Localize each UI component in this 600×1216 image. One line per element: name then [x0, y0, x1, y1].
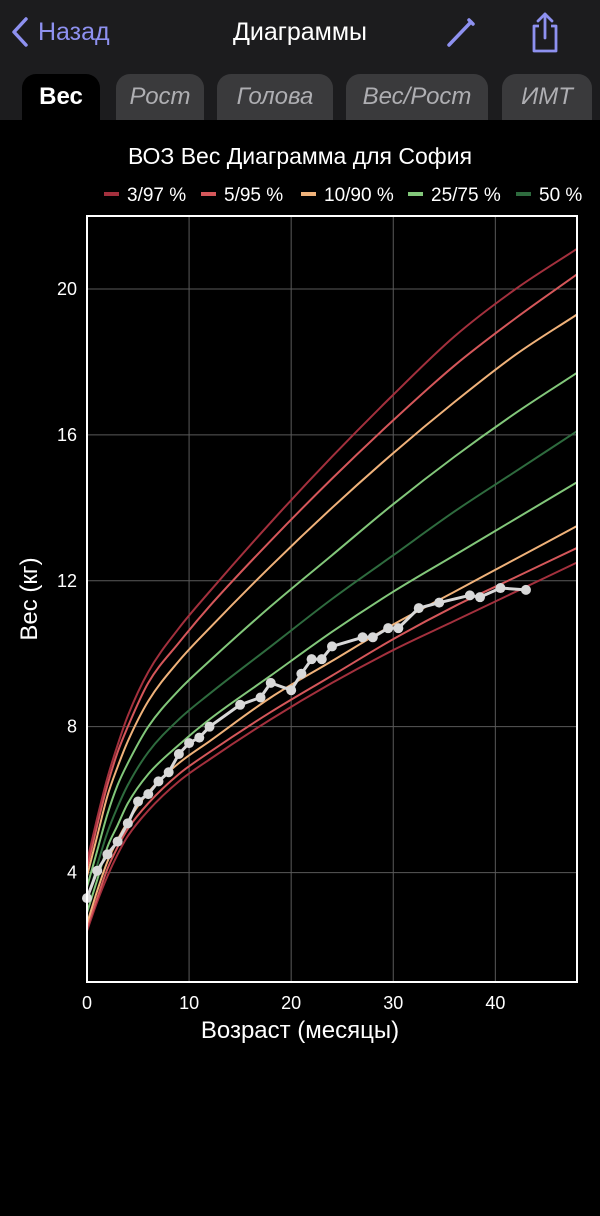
- legend-swatch: [408, 192, 423, 196]
- x-axis-label: Возраст (месяцы): [201, 1017, 399, 1044]
- y-tick-label: 20: [57, 279, 77, 299]
- x-tick-label: 40: [485, 993, 505, 1013]
- child-weight-line: [85, 586, 527, 899]
- tab-height[interactable]: Рост: [116, 74, 204, 120]
- child-weight-point[interactable]: [204, 721, 215, 732]
- share-icon: [532, 12, 558, 53]
- child-weight-point[interactable]: [475, 592, 486, 603]
- y-tick-label: 8: [67, 717, 77, 737]
- child-weight-series: [82, 583, 531, 904]
- child-weight-point[interactable]: [194, 732, 205, 743]
- child-weight-point[interactable]: [265, 677, 276, 688]
- percentile-curve-25: [86, 481, 578, 913]
- child-weight-point[interactable]: [122, 818, 133, 829]
- child-weight-point[interactable]: [112, 836, 123, 847]
- percentile-curve-5: [86, 547, 578, 928]
- child-weight-point[interactable]: [102, 849, 113, 860]
- child-weight-point[interactable]: [296, 668, 307, 679]
- x-tick-label: 10: [179, 993, 199, 1013]
- legend-label: 5/95 %: [224, 185, 283, 206]
- child-weight-point[interactable]: [316, 654, 327, 665]
- child-weight-point[interactable]: [184, 738, 195, 749]
- legend-label: 25/75 %: [431, 185, 501, 206]
- child-weight-point[interactable]: [286, 685, 297, 696]
- child-weight-point[interactable]: [357, 632, 368, 643]
- legend-label: 3/97 %: [127, 185, 186, 206]
- child-weight-point[interactable]: [413, 603, 424, 614]
- child-weight-point[interactable]: [520, 584, 531, 595]
- child-weight-point[interactable]: [367, 632, 378, 643]
- percentile-curve-90: [86, 313, 578, 877]
- back-label: Назад: [38, 17, 110, 46]
- child-weight-point[interactable]: [434, 597, 445, 608]
- pencil-icon: [447, 18, 475, 47]
- legend-swatch: [516, 192, 531, 196]
- legend-label: 50 %: [539, 185, 582, 206]
- percentile-curve-95: [86, 273, 578, 870]
- child-weight-point[interactable]: [92, 865, 103, 876]
- chart-legend: 3/97 % 5/95 % 10/90 % 25/75 % 50 %: [104, 185, 582, 206]
- back-button[interactable]: Назад: [10, 14, 110, 50]
- plot-frame: [86, 215, 578, 983]
- percentile-curve-50: [86, 430, 578, 903]
- legend-swatch: [104, 192, 119, 196]
- share-button[interactable]: [526, 10, 564, 54]
- child-weight-point[interactable]: [235, 699, 246, 710]
- chevron-left-icon: [12, 17, 28, 47]
- tab-bmi[interactable]: ИМТ: [502, 74, 592, 120]
- legend-swatch: [301, 192, 316, 196]
- percentile-curve-75: [86, 372, 578, 888]
- child-weight-point[interactable]: [464, 590, 475, 601]
- legend-label: 10/90 %: [324, 185, 394, 206]
- child-weight-point[interactable]: [327, 641, 337, 652]
- child-weight-point[interactable]: [383, 623, 394, 634]
- chart-grid: [87, 216, 577, 982]
- y-axis-label: Вес (кг): [16, 557, 43, 640]
- child-weight-point[interactable]: [173, 749, 184, 760]
- edit-button[interactable]: [444, 14, 478, 50]
- tab-weight-height[interactable]: Вес/Рост: [346, 74, 488, 120]
- tab-weight[interactable]: Вес: [22, 74, 100, 120]
- navigation-bar: Назад Диаграммы: [0, 0, 600, 64]
- child-weight-point[interactable]: [255, 692, 266, 703]
- y-tick-label: 12: [57, 571, 77, 591]
- percentile-curve-97: [86, 247, 578, 862]
- axis-ticks: 0 10 20 30 40 4 8 12 16 20: [57, 279, 505, 1013]
- legend-swatch: [201, 192, 216, 196]
- child-weight-point[interactable]: [163, 767, 174, 778]
- tab-head[interactable]: Голова: [217, 74, 333, 120]
- child-weight-point[interactable]: [153, 776, 164, 787]
- child-weight-point[interactable]: [393, 623, 404, 634]
- child-weight-point[interactable]: [495, 583, 506, 594]
- weight-chart: ВОЗ Вес Диаграмма для София 3/97 % 5/95 %…: [16, 143, 582, 1044]
- child-weight-point[interactable]: [143, 789, 154, 800]
- percentile-curve-3: [86, 561, 578, 932]
- child-weight-point[interactable]: [133, 796, 144, 807]
- x-tick-label: 0: [82, 993, 92, 1013]
- chart-title: ВОЗ Вес Диаграмма для София: [128, 143, 472, 169]
- child-weight-point[interactable]: [306, 654, 317, 665]
- chart-tabs: Вес Рост Голова Вес/Рост ИМТ: [0, 64, 600, 120]
- x-tick-label: 20: [281, 993, 301, 1013]
- percentile-curves: [86, 247, 578, 932]
- y-tick-label: 16: [57, 425, 77, 445]
- x-tick-label: 30: [383, 993, 403, 1013]
- y-tick-label: 4: [67, 863, 77, 883]
